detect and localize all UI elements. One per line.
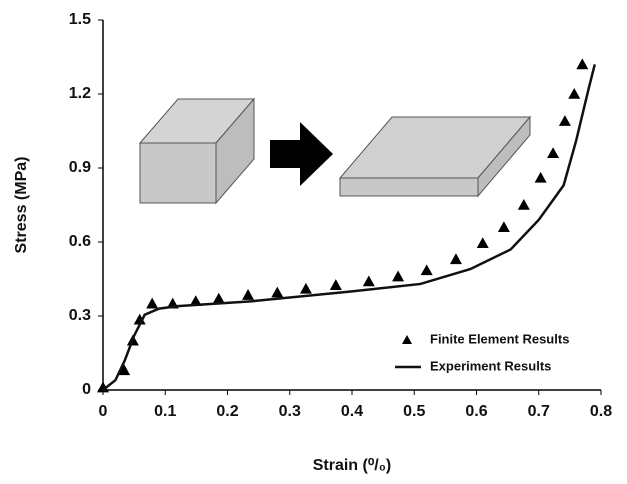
x-axis-label: Strain (⁰/₀) <box>313 457 392 474</box>
marker <box>329 279 342 290</box>
marker <box>271 286 284 298</box>
x-tick-label: 0.4 <box>341 403 363 420</box>
marker <box>133 313 146 325</box>
marker <box>517 199 530 210</box>
marker <box>97 381 109 393</box>
legend-label: Experiment Results <box>430 358 551 373</box>
y-tick-label: 1.2 <box>69 85 91 102</box>
marker <box>146 297 159 309</box>
y-tick-label: 0.9 <box>69 159 91 176</box>
x-tick-label: 0.6 <box>465 403 487 420</box>
marker <box>476 237 489 249</box>
x-tick-label: 0.2 <box>216 403 238 420</box>
y-tick-label: 0.6 <box>69 233 91 250</box>
legend-label: Finite Element Results <box>430 331 569 346</box>
x-tick-label: 0.8 <box>590 403 612 420</box>
marker <box>568 88 581 99</box>
y-tick-label: 1.5 <box>69 11 91 28</box>
marker <box>392 270 405 282</box>
illustration <box>138 97 532 205</box>
x-tick-label: 0.3 <box>279 403 301 420</box>
marker <box>497 221 510 232</box>
marker <box>362 275 375 287</box>
x-tick-label: 0 <box>99 403 108 420</box>
x-tick-label: 0.5 <box>403 403 425 420</box>
line <box>102 64 596 391</box>
marker <box>547 147 560 158</box>
marker <box>212 292 225 304</box>
marker <box>189 295 202 306</box>
marker <box>420 264 433 276</box>
marker <box>118 364 131 376</box>
y-axis-label: Stress (MPa) <box>13 157 30 254</box>
legend-marker <box>402 335 412 344</box>
x-tick-label: 0.1 <box>154 403 176 420</box>
marker <box>558 115 571 126</box>
x-tick-label: 0.7 <box>528 403 550 420</box>
marker <box>449 253 462 265</box>
marker <box>299 282 312 294</box>
marker <box>576 58 589 70</box>
y-tick-label: 0 <box>82 381 91 398</box>
marker <box>534 171 547 183</box>
y-tick-label: 0.3 <box>69 307 91 324</box>
marker <box>242 289 255 300</box>
